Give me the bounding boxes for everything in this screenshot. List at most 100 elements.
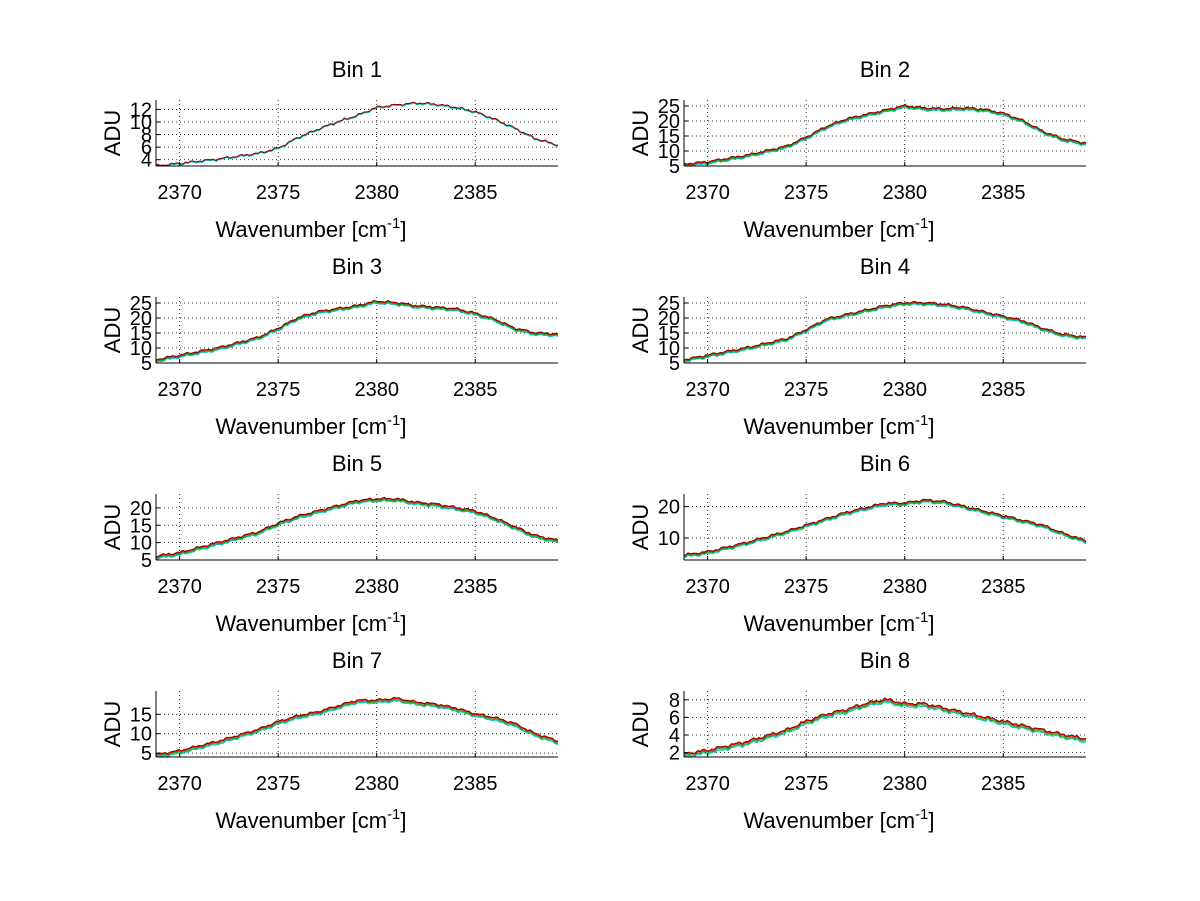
x-tick-label: 2385 xyxy=(981,576,1026,598)
x-tick-label: 2385 xyxy=(453,773,498,795)
series-line-cyan xyxy=(155,699,559,758)
x-tick-label: 2370 xyxy=(157,576,202,598)
series-group xyxy=(155,299,559,363)
y-tick-label: 10 xyxy=(130,112,152,134)
y-tick-label: 4 xyxy=(141,150,152,172)
y-tick-label: 15 xyxy=(130,515,152,537)
x-axis-label: Wavenumber [cm-1] xyxy=(743,412,934,439)
y-tick-label: 12 xyxy=(130,99,152,121)
subplot-title: Bin 8 xyxy=(860,648,910,673)
series-line-dark-red xyxy=(683,300,1087,361)
series-line-green xyxy=(155,498,559,559)
x-tick-label: 2385 xyxy=(981,379,1026,401)
x-tick-label: 2375 xyxy=(256,182,301,204)
series-line-dark-red xyxy=(155,696,559,755)
x-axis-label: Wavenumber [cm-1] xyxy=(743,215,934,242)
subplot-title: Bin 4 xyxy=(860,254,910,279)
series-group xyxy=(155,496,559,560)
y-tick-label: 20 xyxy=(658,308,680,330)
x-tick-label: 2370 xyxy=(685,379,730,401)
series-line-cyan xyxy=(155,102,559,167)
series-line-green xyxy=(683,105,1087,167)
y-tick-label: 5 xyxy=(669,156,680,178)
x-axis-label: Wavenumber [cm-1] xyxy=(215,609,406,636)
x-tick-label: 2370 xyxy=(157,182,202,204)
subplot-bin-4: Bin 4 ADU Wavenumber [cm-1] 2370 2375 2380… xyxy=(628,254,1087,439)
grid xyxy=(156,100,558,166)
x-tick-label: 2375 xyxy=(784,379,829,401)
series-line-cyan xyxy=(155,499,559,560)
x-tick-label: 2370 xyxy=(157,379,202,401)
y-tick-label: 2 xyxy=(669,743,680,765)
x-tick-label: 2380 xyxy=(354,773,399,795)
y-tick-label: 5 xyxy=(141,353,152,375)
subplot-bin-5: Bin 5 ADU Wavenumber [cm-1] 2370 2375 2380… xyxy=(100,451,559,636)
x-tick-label: 2380 xyxy=(354,576,399,598)
x-tick-label: 2385 xyxy=(453,576,498,598)
x-axis-label: Wavenumber [cm-1] xyxy=(743,806,934,833)
y-tick-label: 6 xyxy=(669,707,680,729)
y-axis-label: ADU xyxy=(628,701,653,747)
y-tick-label: 6 xyxy=(141,137,152,159)
series-line-dark-red xyxy=(155,299,559,361)
y-tick-label: 10 xyxy=(130,338,152,360)
x-tick-label: 2385 xyxy=(981,182,1026,204)
series-line-cyan xyxy=(683,106,1087,167)
y-axis-label: ADU xyxy=(100,307,125,353)
series-line-dark-red xyxy=(683,697,1087,754)
series-line-cyan xyxy=(683,303,1086,363)
x-axis-label: Wavenumber [cm-1] xyxy=(215,412,406,439)
y-tick-label: 8 xyxy=(669,690,680,712)
y-tick-label: 20 xyxy=(658,497,680,519)
subplot-bin-3: Bin 3 ADU Wavenumber [cm-1] 2370 2375 2380… xyxy=(100,254,559,439)
series-line-cyan xyxy=(683,700,1087,758)
x-tick-label: 2370 xyxy=(685,773,730,795)
series-group xyxy=(155,696,559,758)
subplot-bin-2: Bin 2 ADU Wavenumber [cm-1] 2370 2375 2380… xyxy=(628,57,1087,242)
series-line-red xyxy=(683,697,1087,755)
x-tick-label: 2385 xyxy=(453,379,498,401)
x-tick-label: 2370 xyxy=(685,182,730,204)
y-tick-label: 8 xyxy=(141,125,152,147)
series-line-dark-red xyxy=(683,498,1087,556)
series-line-green xyxy=(683,699,1087,756)
subplot-title: Bin 3 xyxy=(332,254,382,279)
y-axis-label: ADU xyxy=(628,110,653,156)
series-group xyxy=(683,498,1087,559)
x-tick-label: 2380 xyxy=(882,773,927,795)
y-tick-label: 25 xyxy=(658,96,680,118)
y-axis-label: ADU xyxy=(100,701,125,747)
y-tick-label: 25 xyxy=(130,293,152,315)
y-tick-label: 10 xyxy=(130,533,152,555)
series-line-green xyxy=(155,301,559,362)
y-tick-label: 5 xyxy=(669,353,680,375)
x-tick-label: 2380 xyxy=(882,182,927,204)
subplot-title: Bin 2 xyxy=(860,57,910,82)
y-tick-label: 10 xyxy=(658,338,680,360)
x-tick-label: 2380 xyxy=(882,379,927,401)
series-line-green xyxy=(155,698,559,757)
x-axis-label: Wavenumber [cm-1] xyxy=(215,215,406,242)
subplot-bin-8: Bin 8 ADU Wavenumber [cm-1] 2370 2375 2380… xyxy=(628,648,1087,833)
series-line-dark-red xyxy=(155,101,559,166)
y-tick-label: 20 xyxy=(130,498,152,520)
series-group xyxy=(155,101,559,167)
y-tick-label: 15 xyxy=(658,126,680,148)
x-tick-label: 2375 xyxy=(256,773,301,795)
x-tick-label: 2375 xyxy=(784,576,829,598)
x-tick-label: 2385 xyxy=(981,773,1026,795)
series-line-green xyxy=(683,500,1087,558)
y-axis-label: ADU xyxy=(628,307,653,353)
y-axis-label: ADU xyxy=(628,504,653,550)
series-group xyxy=(683,103,1087,167)
subplot-bin-1: Bin 1 ADU Wavenumber [cm-1] 2370 2375 2380… xyxy=(100,57,559,242)
x-axis-label: Wavenumber [cm-1] xyxy=(215,806,406,833)
series-line-cyan xyxy=(683,501,1087,559)
subplot-title: Bin 6 xyxy=(860,451,910,476)
y-tick-label: 10 xyxy=(658,528,680,550)
y-tick-label: 20 xyxy=(130,308,152,330)
series-group xyxy=(683,697,1087,758)
series-group xyxy=(683,300,1087,363)
